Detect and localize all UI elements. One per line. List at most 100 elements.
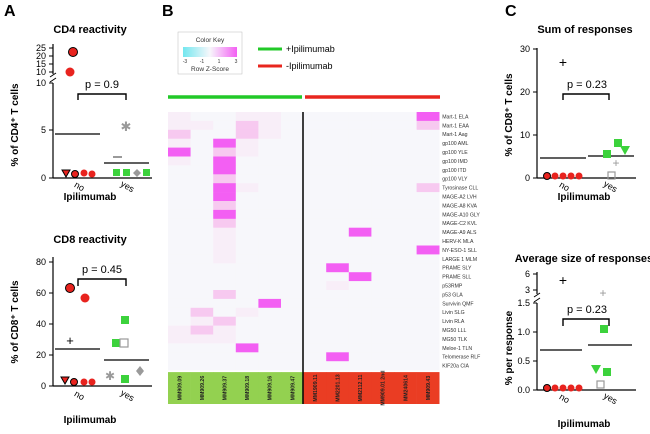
heatmap-cell (258, 272, 282, 282)
cd8-point-no (60, 376, 70, 386)
heatmap-cell (190, 334, 214, 344)
heatmap-cell (213, 263, 237, 273)
heatmap-cell (303, 147, 327, 157)
heatmap-column-cell (235, 372, 259, 404)
avg-pvalue: p = 0.23 (567, 304, 607, 316)
heatmap-cell (213, 281, 237, 291)
heatmap-cell (326, 112, 350, 122)
color-key-label: Row Z-Score (191, 66, 229, 73)
color-key-tick: 3 (235, 59, 238, 65)
sum-ytick-label: 10 (520, 130, 530, 140)
heatmap-cell (416, 201, 440, 211)
heatmap-cell (416, 129, 440, 139)
heatmap-row-label: Livin SLG (442, 310, 465, 316)
cd4-axis-break (49, 77, 57, 83)
cd4-ytick-label: 25 (36, 43, 46, 53)
heatmap-cell (416, 290, 440, 300)
heatmap-cell (416, 138, 440, 148)
heatmap-cell (235, 129, 259, 139)
heatmap-cell (394, 334, 417, 344)
heatmap-cell (303, 334, 327, 344)
sum-point-yes (603, 150, 611, 158)
cd8-pvalue: p = 0.45 (82, 264, 122, 276)
heatmap-cell (281, 112, 304, 122)
heatmap-cell (326, 218, 350, 228)
heatmap-cell (168, 263, 191, 273)
heatmap-cell (168, 281, 191, 291)
avg-point-no (559, 384, 567, 392)
heatmap-cell (258, 245, 282, 255)
heatmap-cell (371, 298, 395, 309)
heatmap-row-label: LARGE 1 MLM (442, 257, 477, 263)
heatmap-cell (190, 343, 214, 353)
sum-point-no (543, 172, 551, 180)
cd8-xtick-no: no (73, 389, 87, 403)
heatmap-cell (303, 227, 327, 237)
heatmap-cell (326, 192, 350, 202)
heatmap-cell (326, 209, 350, 220)
cd4-axis-break (49, 72, 57, 78)
heatmap-cell (281, 174, 304, 184)
avg-bracket (562, 318, 610, 326)
heatmap-cell (235, 281, 259, 291)
sum-ytick-label: 30 (520, 44, 530, 54)
sum-point-no (567, 172, 575, 180)
heatmap-cell (416, 272, 440, 282)
heatmap-cell (213, 165, 237, 175)
heatmap-cell (371, 209, 395, 220)
heatmap-cell (416, 192, 440, 202)
heatmap-cell (416, 281, 440, 291)
sum-point-yes (620, 146, 630, 155)
cd8-ytick-label: 60 (36, 288, 46, 298)
heatmap-cell (281, 209, 304, 220)
heatmap-cell (303, 112, 327, 122)
heatmap-cell (303, 120, 327, 131)
heatmap-cell (303, 138, 327, 148)
heatmap-cell (348, 218, 372, 228)
heatmap-row-label: PRAME SLL (442, 275, 471, 281)
heatmap-cell (371, 156, 395, 166)
heatmap-cell (258, 218, 282, 228)
heatmap-cell (348, 138, 372, 148)
heatmap-cell (258, 334, 282, 344)
heatmap-cell (394, 174, 417, 184)
heatmap-cell (326, 307, 350, 317)
heatmap-cell (371, 290, 395, 300)
heatmap-cell (168, 361, 191, 371)
heatmap-cell (258, 263, 282, 273)
heatmap-row-label: gp100 IMD (442, 159, 468, 165)
heatmap-cell (168, 236, 191, 246)
heatmap-cell (394, 298, 417, 309)
heatmap-cell (303, 352, 327, 362)
cd8-point-yes (121, 316, 129, 324)
avg-point-yes (591, 365, 601, 374)
heatmap-cell (371, 138, 395, 148)
heatmap-cell (258, 236, 282, 246)
heatmap-column-label: MM240614 (403, 375, 409, 401)
cd8-chart: CD8 reactivity Ipilimumab % of CD8⁺ T ce… (10, 234, 152, 426)
heatmap-cell (371, 174, 395, 184)
heatmap-cell (394, 245, 417, 255)
heatmap-cell (394, 263, 417, 273)
heatmap-cell (281, 201, 304, 211)
sum-pvalue: p = 0.23 (567, 79, 607, 91)
heatmap-cell (303, 129, 327, 139)
heatmap-cell (213, 361, 237, 371)
cd4-xlabel: Ipilimumab (64, 192, 117, 203)
heatmap-cell (168, 298, 191, 309)
avg-ylabel: % per response (504, 310, 515, 385)
heatmap-cell (190, 218, 214, 228)
heatmap-cell (258, 290, 282, 300)
heatmap-cell (371, 316, 395, 326)
heatmap-column-header: MM909.09 MM909.26 MM909.37 MM909.18 MM909.16… (168, 370, 440, 406)
heatmap-cell (190, 236, 214, 246)
heatmap-cell (326, 245, 350, 255)
heatmap-cell (371, 236, 395, 246)
heatmap-cell (371, 192, 395, 202)
heatmap-cell (281, 263, 304, 273)
heatmap-cell (416, 325, 440, 335)
heatmap-cell (235, 183, 259, 193)
heatmap-cell (303, 192, 327, 202)
heatmap-cell (348, 112, 372, 122)
heatmap-panel: Color Key -3 -1 1 3 Row Z-Score +Ipilimu… (168, 31, 480, 406)
